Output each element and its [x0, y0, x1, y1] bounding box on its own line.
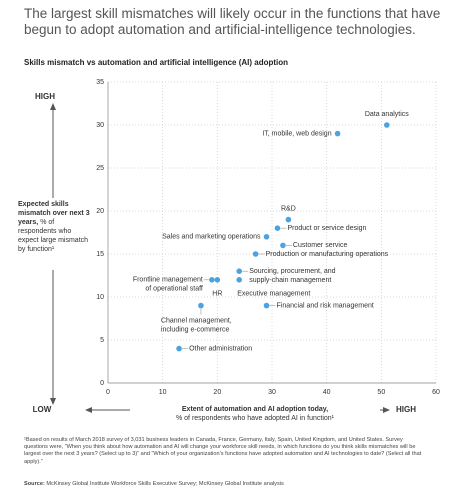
source: McKinsey Global Institute Workforce Skil… [46, 481, 284, 487]
x-label-note: % of respondents who have adopted AI in … [176, 415, 334, 422]
point-label: IT, mobile, web design [262, 130, 331, 137]
point [214, 277, 221, 283]
point [252, 251, 259, 257]
point-label: Product or service design [287, 225, 366, 232]
point-label: Other administration [189, 345, 252, 352]
point-label: Sales and marketing operations [162, 234, 261, 241]
y-tick-label: 25 [96, 165, 104, 172]
point-label: Frontline management [133, 277, 203, 284]
point-label: Channel management, [161, 317, 232, 324]
point-label: HR [212, 291, 222, 298]
point-label: R&D [281, 205, 296, 212]
point [263, 234, 270, 240]
footnote: ¹Based on results of March 2018 survey o… [24, 437, 422, 465]
x-tick-label: 40 [323, 389, 331, 396]
point [274, 225, 281, 231]
low: LOW [33, 405, 52, 414]
point-label: Data analytics [365, 111, 409, 118]
y-tick-label: 5 [100, 337, 104, 344]
y-label: Expected skills mismatch over next 3 yea… [18, 200, 92, 254]
point [280, 242, 286, 249]
point-label: Customer service [293, 242, 348, 249]
x-tick-label: 10 [159, 389, 167, 396]
y-tick-label: 30 [96, 122, 104, 129]
point [334, 130, 341, 137]
point [236, 277, 242, 283]
x-label: Extent of automation and AI adoption tod… [135, 405, 375, 423]
x-tick-label: 0 [106, 389, 110, 396]
point-label: supply-chain management [249, 277, 331, 284]
chart-title: Skills mismatch vs automation and artifi… [24, 58, 289, 67]
y-tick-label: 20 [96, 208, 104, 215]
point [198, 302, 204, 309]
source-line: Source: McKinsey Global Institute Workfo… [24, 481, 444, 487]
y-tick-label: 15 [96, 251, 104, 258]
x-label-main: Extent of automation and AI adoption tod… [181, 406, 329, 413]
x-tick-label: 30 [268, 389, 276, 396]
y-label-note: % of respondents who expect large mismat… [18, 219, 89, 253]
x-tick-label: 50 [377, 389, 385, 396]
point [285, 216, 292, 223]
point-label: including e-commerce [161, 326, 230, 333]
point [384, 122, 390, 128]
y-label-main: Expected skills mismatch over next 3 yea… [18, 201, 90, 226]
y-tick-label: 35 [96, 79, 104, 86]
x-high: HIGH [396, 405, 416, 414]
x-tick-label: 60 [432, 389, 440, 396]
point-label: of operational staff [145, 286, 203, 293]
point-label: Executive management [237, 291, 310, 298]
x-label-bg [130, 403, 380, 425]
x-tick-label: 20 [213, 389, 221, 396]
point-label: Sourcing, procurement, and [249, 268, 335, 275]
y-tick-label: 0 [100, 380, 104, 387]
point [236, 268, 242, 275]
point [263, 302, 270, 309]
y-high: HIGH [35, 92, 55, 101]
y-tick-label: 10 [96, 294, 104, 301]
point [209, 277, 215, 283]
point [176, 345, 182, 352]
page-title: The largest skill mismatches will likely… [24, 6, 441, 37]
point-label: Financial and risk management [277, 302, 374, 309]
point-label: Production or manufacturing operations [266, 251, 389, 258]
y-label-bg [14, 198, 94, 270]
source-label: Source: [24, 481, 45, 487]
